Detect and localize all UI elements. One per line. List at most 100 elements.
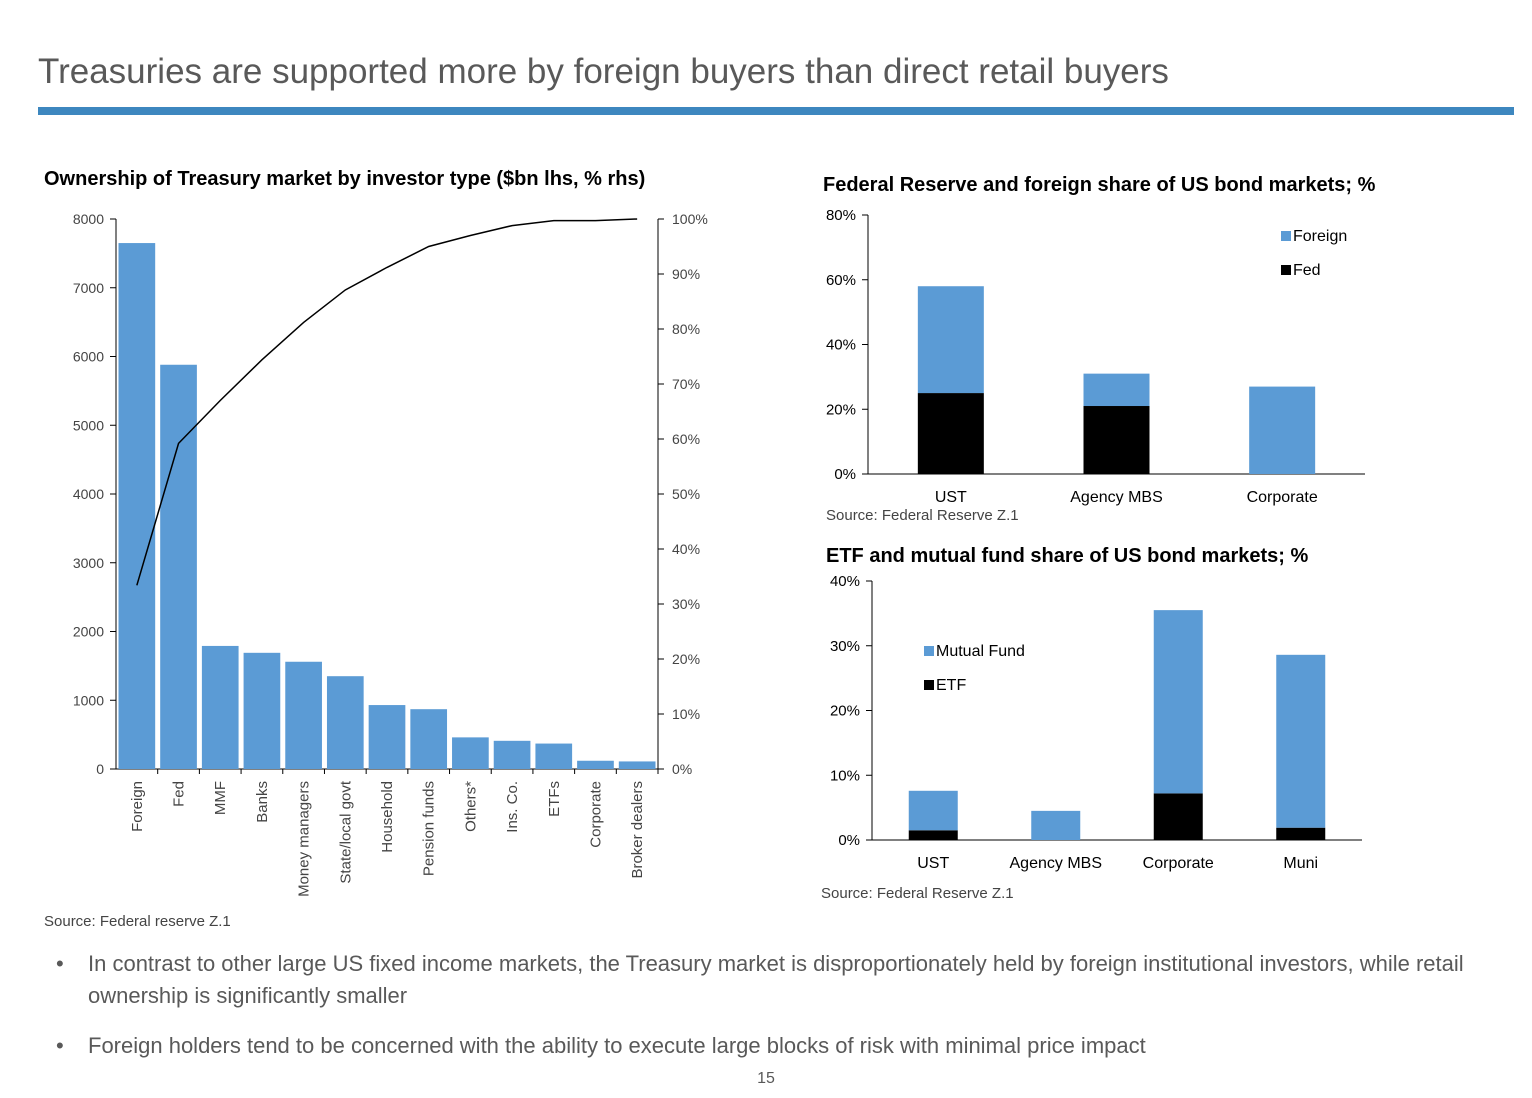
chart1-y-tick-label: 5000	[73, 417, 104, 433]
chart1-y2-tick-label: 60%	[672, 431, 700, 447]
chart2-bar-fed	[917, 393, 984, 474]
chart2-y-tick-label: 0%	[834, 466, 856, 483]
chart2-legend-label: Foreign	[1293, 228, 1347, 245]
slide-title: Treasuries are supported more by foreign…	[38, 52, 1169, 91]
chart1-y2-tick-label: 10%	[672, 706, 700, 722]
chart2-legend-swatch	[1281, 265, 1291, 275]
chart2-bar-foreign	[1249, 386, 1316, 474]
chart1-bar	[201, 645, 239, 769]
chart1-bar	[577, 760, 614, 769]
chart3-bar-mutual-fund	[908, 790, 958, 831]
chart3-x-tick-label: Corporate	[1143, 855, 1214, 872]
chart1-y-tick-label: 7000	[73, 280, 104, 296]
chart2-y-tick-label: 40%	[826, 337, 856, 354]
chart1-x-tick-label: State/local govt	[337, 780, 354, 883]
chart3-legend-swatch	[924, 646, 934, 656]
chart1-y-tick-label: 6000	[73, 349, 104, 365]
chart3-y-tick-label: 40%	[830, 573, 860, 590]
chart1-x-tick-label: Others*	[462, 781, 479, 832]
chart2-bar-fed	[1083, 406, 1150, 474]
chart3-x-tick-label: Muni	[1283, 855, 1318, 872]
chart1-source: Source: Federal reserve Z.1	[44, 913, 231, 930]
chart3-bar-etf	[1276, 827, 1326, 840]
chart1-bar	[118, 243, 156, 769]
chart3-legend-label: Mutual Fund	[936, 643, 1025, 660]
chart3-y-tick-label: 0%	[838, 832, 860, 849]
chart3-y-tick-label: 20%	[830, 703, 860, 720]
chart1-y2-tick-label: 70%	[672, 376, 700, 392]
chart1-y-tick-label: 8000	[73, 211, 104, 227]
bullet-text: In contrast to other large US fixed inco…	[88, 951, 1464, 1008]
chart1-y2-tick-label: 30%	[672, 596, 700, 612]
chart2-bar-foreign	[1083, 373, 1150, 407]
chart3-bar-mutual-fund	[1031, 810, 1081, 840]
bullet-item: • In contrast to other large US fixed in…	[56, 948, 1516, 1012]
chart1-bar	[243, 652, 281, 769]
chart1-bar	[452, 737, 489, 769]
chart2-title: Federal Reserve and foreign share of US …	[823, 174, 1376, 196]
chart1-x-tick-label: Banks	[254, 781, 271, 823]
chart1-y2-tick-label: 80%	[672, 321, 700, 337]
chart3-legend-label: ETF	[936, 677, 966, 694]
chart1-y2-tick-label: 40%	[672, 541, 700, 557]
chart1-x-tick-label: Foreign	[129, 781, 146, 832]
chart2-legend-swatch	[1281, 231, 1291, 241]
chart1-x-tick-label: MMF	[212, 781, 229, 815]
chart3-y-tick-label: 10%	[830, 767, 860, 784]
chart1-bar	[368, 705, 406, 769]
chart2-x-tick-label: Agency MBS	[1070, 489, 1162, 506]
chart1-bar	[410, 709, 448, 769]
chart1-y2-tick-label: 100%	[672, 211, 708, 227]
chart1-x-tick-label: Money managers	[296, 781, 313, 897]
chart1-bar	[326, 676, 364, 769]
chart1-y2-tick-label: 90%	[672, 266, 700, 282]
chart1-y2-tick-label: 50%	[672, 486, 700, 502]
chart1-x-tick-label: Broker dealers	[629, 781, 646, 879]
chart2-legend-label: Fed	[1293, 262, 1321, 279]
chart2-y-tick-label: 80%	[826, 207, 856, 224]
chart3-x-tick-label: UST	[917, 855, 949, 872]
chart1-y2-tick-label: 0%	[672, 761, 692, 777]
chart1-bar	[493, 740, 531, 769]
chart3-bar-etf	[908, 830, 958, 840]
bullet-text: Foreign holders tend to be concerned wit…	[88, 1033, 1146, 1058]
chart1-title: Ownership of Treasury market by investor…	[44, 168, 646, 190]
bullet-marker: •	[56, 951, 64, 976]
bullet-list: • In contrast to other large US fixed in…	[56, 948, 1516, 1080]
chart1-bar	[160, 364, 197, 769]
chart1-x-tick-label: Ins. Co.	[504, 781, 521, 833]
chart1-bar	[618, 761, 656, 769]
chart2-bar-foreign	[917, 286, 984, 394]
chart2-source: Source: Federal Reserve Z.1	[826, 507, 1019, 524]
chart1-y-tick-label: 3000	[73, 555, 104, 571]
chart1-y-tick-label: 0	[96, 761, 104, 777]
chart1-x-tick-label: Corporate	[587, 781, 604, 848]
chart1-bar	[535, 743, 573, 769]
chart3-y-tick-label: 30%	[830, 638, 860, 655]
chart3-source: Source: Federal Reserve Z.1	[821, 885, 1014, 902]
chart1-y2-tick-label: 20%	[672, 651, 700, 667]
chart1-x-tick-label: ETFs	[546, 781, 563, 817]
chart1-y-tick-label: 1000	[73, 692, 104, 708]
chart1-y-tick-label: 4000	[73, 486, 104, 502]
chart2-x-tick-label: UST	[935, 489, 967, 506]
chart3-legend-swatch	[924, 680, 934, 690]
chart1-bar	[285, 661, 322, 769]
chart3-bar-mutual-fund	[1276, 654, 1326, 828]
chart2-y-tick-label: 20%	[826, 401, 856, 418]
page-number: 15	[757, 1070, 775, 1087]
chart1-x-tick-label: Fed	[171, 781, 188, 807]
chart2-y-tick-label: 60%	[826, 272, 856, 289]
chart2-x-tick-label: Corporate	[1247, 489, 1318, 506]
chart3-bar-mutual-fund	[1153, 610, 1203, 794]
bullet-marker: •	[56, 1033, 64, 1058]
chart1-cumulative-line	[136, 218, 638, 586]
chart1-y-tick-label: 2000	[73, 624, 104, 640]
bullet-item: • Foreign holders tend to be concerned w…	[56, 1030, 1516, 1062]
chart3-title: ETF and mutual fund share of US bond mar…	[826, 545, 1309, 567]
chart3-bar-etf	[1153, 793, 1203, 840]
chart1-x-tick-label: Household	[379, 781, 396, 853]
